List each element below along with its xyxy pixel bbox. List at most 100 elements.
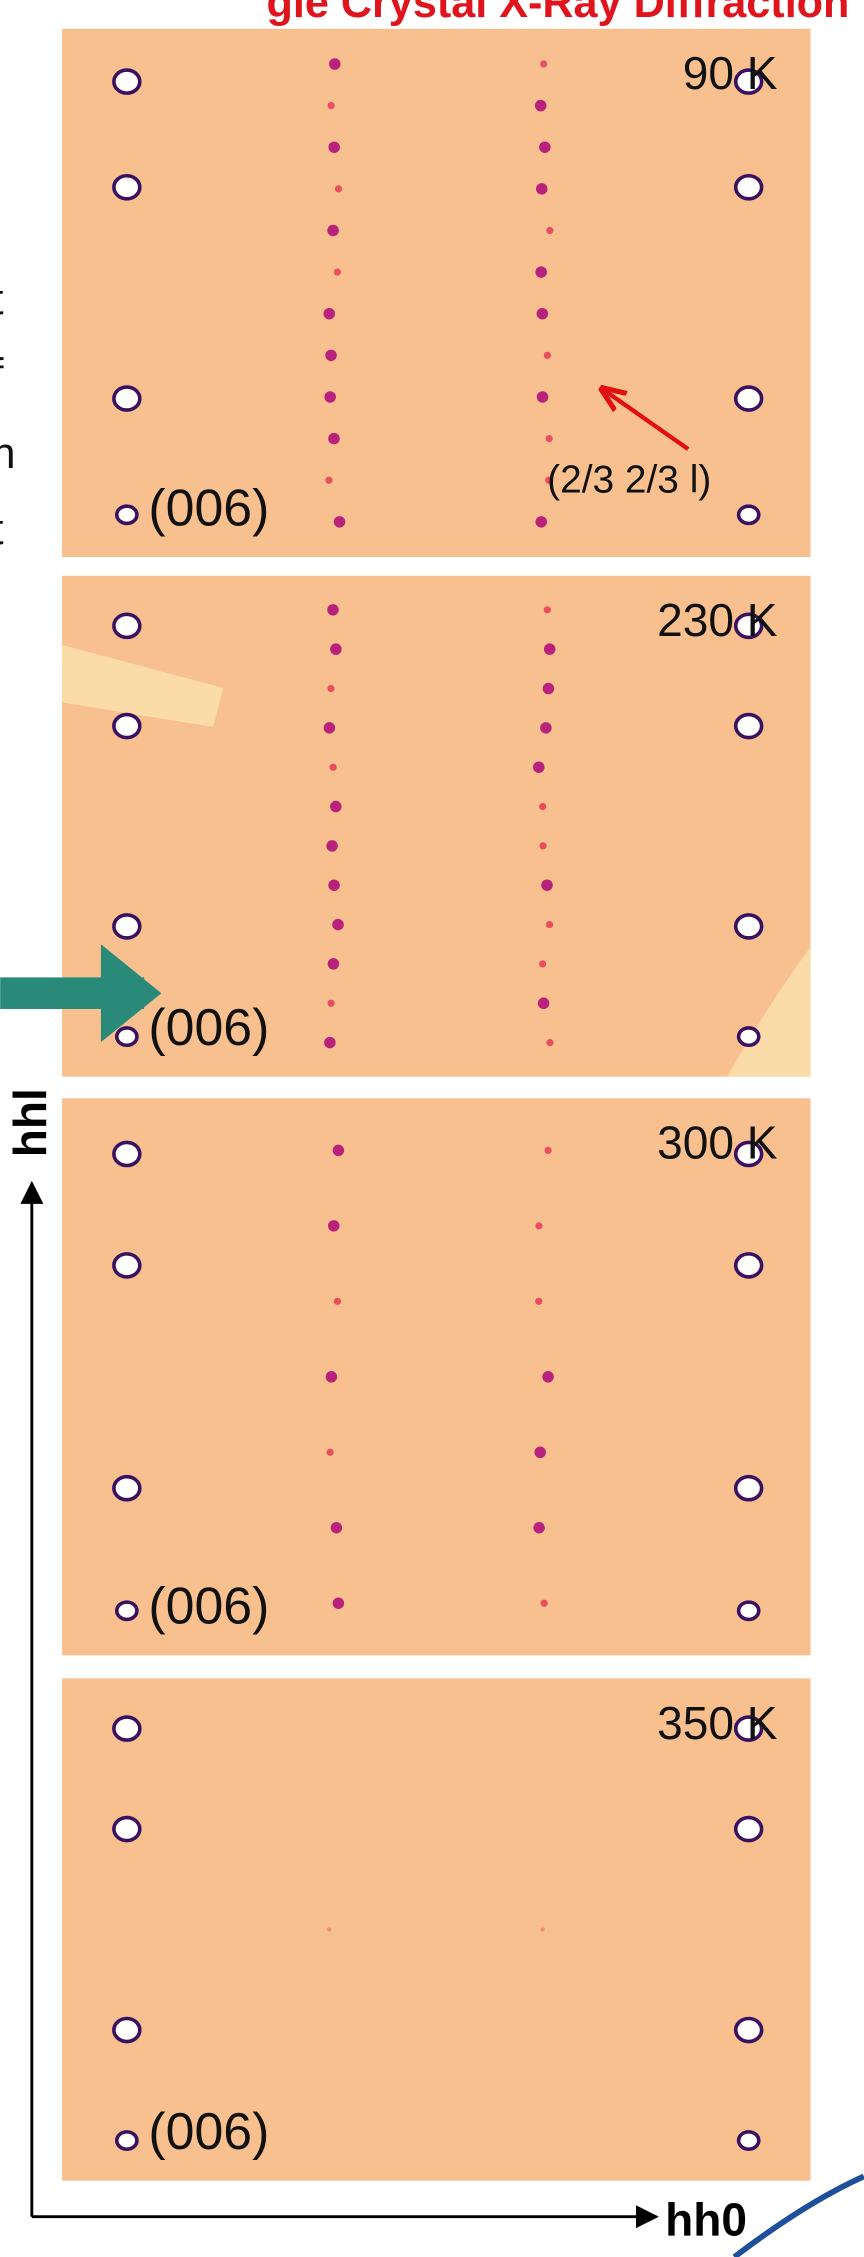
bragg-spot: [117, 506, 137, 523]
temperature-label: 90 K: [683, 47, 778, 99]
superlattice-spot: [328, 879, 340, 891]
superlattice-spot: [541, 1600, 548, 1607]
superlattice-spot: [538, 998, 550, 1010]
bragg-spot: [114, 2018, 140, 2041]
superlattice-spot: [544, 1147, 551, 1154]
superlattice-spot: [328, 1220, 340, 1232]
superlattice-spot: [330, 801, 342, 813]
bragg-spot: [114, 1477, 140, 1500]
superlattice-spot: [327, 1927, 331, 1931]
superlattice-spot: [535, 100, 547, 112]
bragg-spot: [736, 715, 762, 738]
superlattice-spot: [334, 516, 346, 528]
superlattice-spot: [535, 1298, 542, 1305]
reflection-label: (006): [148, 478, 269, 536]
superlattice-spot: [324, 391, 336, 403]
side-fragment: t: [0, 506, 4, 554]
superlattice-spot: [544, 606, 551, 613]
bragg-spot: [736, 176, 762, 199]
side-text: tfnt: [0, 276, 16, 554]
superlattice-spot: [328, 958, 340, 970]
figure: gle Crystal X-Ray Diffraction tfnt 90 K (…: [0, 0, 864, 2257]
panels: 90 K(006)(2/3 2/3 l)230 K(006)300 K(006)…: [62, 29, 810, 2181]
superlattice-spot: [546, 1039, 553, 1046]
superlattice-spot: [539, 803, 546, 810]
superlattice-spot: [327, 604, 339, 616]
bragg-spot: [739, 506, 759, 523]
bragg-spot: [114, 1818, 140, 1841]
bragg-spot: [114, 1254, 140, 1277]
superlattice-spot: [327, 1000, 334, 1007]
reflection-label: (006): [148, 2102, 269, 2160]
bragg-spot: [114, 915, 140, 938]
superlattice-spot: [327, 225, 339, 237]
superlattice-spot: [537, 308, 549, 320]
bragg-spot: [736, 915, 762, 938]
temperature-label: 230 K: [657, 594, 778, 646]
page: gle Crystal X-Ray Diffraction tfnt 90 K (…: [0, 0, 864, 2257]
superlattice-spot: [325, 477, 332, 484]
superlattice-spot: [546, 921, 553, 928]
superlattice-spot: [540, 60, 547, 67]
diffraction-panel: 90 K (006) (2/3 2/3 l): [62, 29, 810, 557]
superlattice-spot: [328, 433, 340, 445]
annotation-label: (2/3 2/3 l): [547, 458, 711, 501]
superlattice-spot: [334, 269, 341, 276]
superlattice-spot: [535, 1222, 542, 1229]
superlattice-spot: [535, 266, 547, 278]
superlattice-spot: [330, 643, 342, 655]
bragg-spot: [736, 1818, 762, 1841]
side-fragment: n: [0, 430, 16, 478]
bragg-spot: [114, 614, 140, 637]
superlattice-spot: [539, 141, 551, 153]
temperature-label: 300 K: [657, 1117, 778, 1169]
superlattice-spot: [331, 1522, 343, 1534]
superlattice-spot: [328, 141, 340, 153]
hh0-label: hh0: [665, 2193, 747, 2245]
superlattice-spot: [540, 1927, 544, 1931]
bragg-spot: [114, 715, 140, 738]
superlattice-spot: [534, 1447, 546, 1459]
corner-arc: [734, 2176, 864, 2257]
bragg-spot: [736, 2018, 762, 2041]
superlattice-spot: [324, 1037, 336, 1049]
superlattice-spot: [329, 58, 341, 70]
superlattice-spot: [335, 185, 342, 192]
superlattice-spot: [324, 722, 336, 734]
superlattice-spot: [539, 960, 546, 967]
superlattice-spot: [326, 840, 338, 852]
bragg-spot: [114, 176, 140, 199]
slide-title: gle Crystal X-Ray Diffraction: [266, 0, 849, 27]
superlattice-spot: [334, 1298, 341, 1305]
bragg-spot: [739, 1602, 759, 1619]
superlattice-spot: [325, 350, 337, 362]
reflection-label: (006): [148, 998, 269, 1056]
bragg-spot: [117, 1028, 137, 1045]
superlattice-spot: [537, 391, 549, 403]
temperature-label: 350 K: [657, 1697, 778, 1749]
superlattice-spot: [540, 722, 552, 734]
superlattice-spot: [544, 352, 551, 359]
superlattice-spot: [539, 842, 546, 849]
superlattice-spot: [541, 879, 553, 891]
bragg-spot: [114, 387, 140, 410]
bragg-spot: [736, 387, 762, 410]
side-fragment: t: [0, 276, 4, 324]
superlattice-spot: [533, 761, 545, 773]
superlattice-spot: [535, 516, 547, 528]
superlattice-spot: [333, 1145, 345, 1157]
superlattice-spot: [327, 1449, 334, 1456]
superlattice-spot: [543, 683, 555, 695]
superlattice-spot: [333, 1597, 345, 1609]
bragg-spot: [117, 1602, 137, 1619]
bragg-spot: [739, 1028, 759, 1045]
bragg-spot: [114, 1142, 140, 1165]
bragg-spot: [736, 1477, 762, 1500]
diffraction-panel: 350 K (006): [62, 1678, 810, 2180]
superlattice-spot: [546, 435, 553, 442]
superlattice-spot: [544, 643, 556, 655]
bragg-spot: [114, 70, 140, 93]
diffraction-panel: 300 K(006): [62, 1098, 810, 1655]
diffraction-panel: 230 K (006): [62, 576, 810, 1077]
hhl-label: hhl: [4, 1088, 56, 1157]
